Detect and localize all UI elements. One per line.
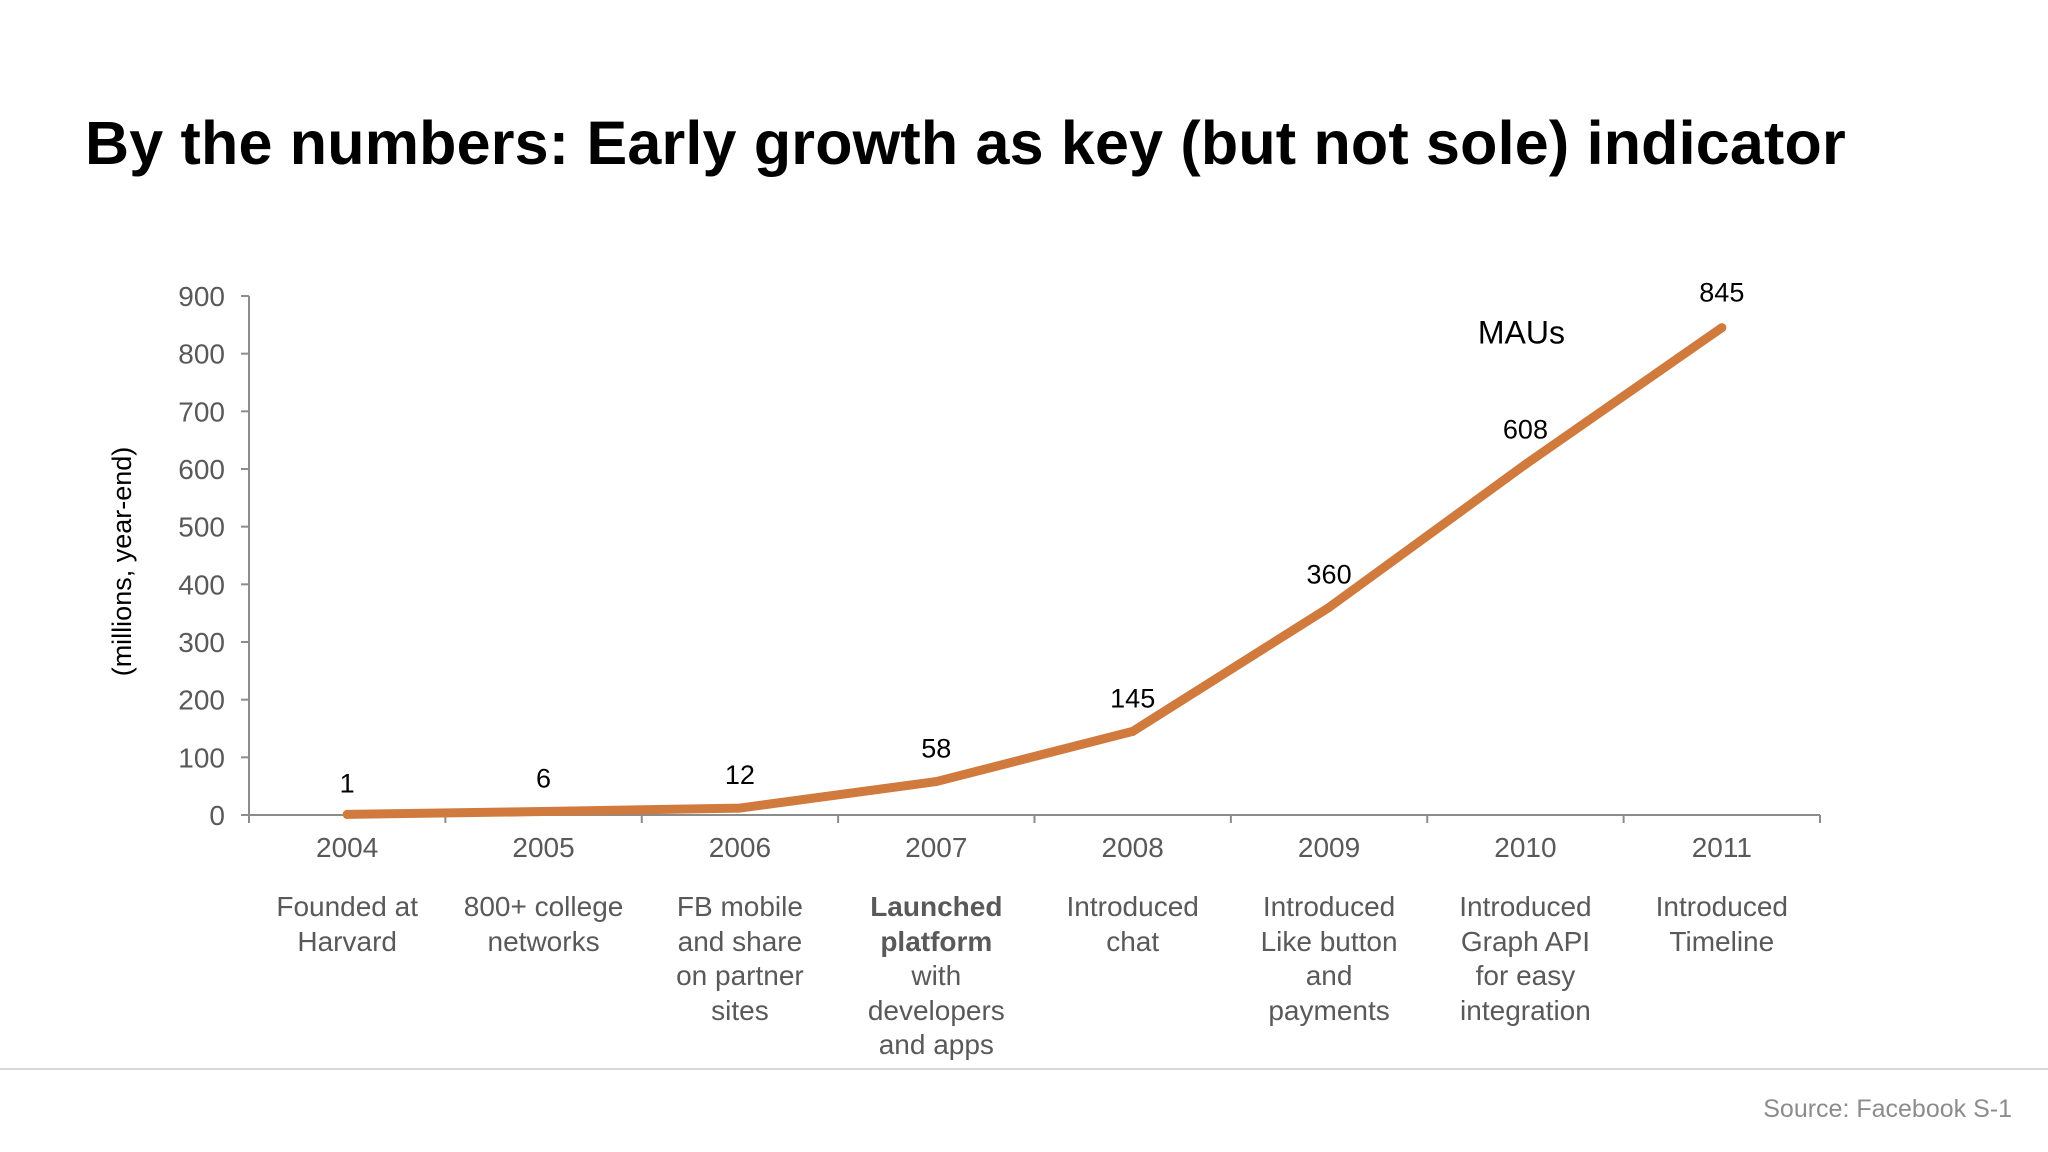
milestone-annotation: FB mobile and share on partner sites	[650, 890, 830, 1028]
data-point	[931, 777, 941, 787]
x-tick-label: 2007	[905, 832, 967, 863]
data-label: 6	[536, 764, 551, 794]
footer-divider	[0, 1068, 2048, 1070]
data-label: 12	[725, 760, 755, 790]
y-tick-label: 100	[178, 742, 225, 773]
y-axis-title: (millions, year-end)	[107, 447, 137, 677]
y-tick-label: 900	[178, 281, 225, 312]
milestone-line: Timeline	[1669, 925, 1775, 957]
milestone-line: developers	[867, 994, 1005, 1026]
milestone-annotation: Introduced chat	[1043, 890, 1223, 959]
x-tick-label: 2011	[1692, 832, 1752, 863]
milestone-line: with	[911, 960, 962, 991]
milestone-line: chat	[1106, 925, 1160, 957]
milestone-annotation: Introduced Graph API for easy integration	[1435, 890, 1615, 1028]
milestone-line: on partner	[676, 960, 804, 991]
milestone-line: and share	[677, 925, 803, 957]
milestone-line: for easy	[1475, 960, 1576, 991]
data-point	[735, 803, 745, 813]
milestone-line: Introduced	[1655, 891, 1788, 922]
series-line-maus	[342, 323, 1727, 819]
milestone-line: Introduced	[1459, 891, 1592, 922]
milestone-line: Harvard	[297, 925, 397, 957]
series-label: MAUs	[1478, 315, 1565, 351]
milestone-annotation: Introduced Timeline	[1632, 890, 1812, 959]
data-label: 58	[921, 734, 951, 764]
y-tick-label: 400	[178, 569, 225, 600]
milestone-line: Launched	[870, 891, 1003, 922]
y-tick-label: 700	[178, 396, 225, 427]
milestone-line: payments	[1268, 994, 1390, 1026]
milestone-line: networks	[487, 925, 600, 957]
data-point	[539, 807, 549, 817]
milestone-line: Introduced	[1066, 891, 1199, 922]
x-tick-label: 2009	[1298, 832, 1360, 863]
y-tick-label: 200	[178, 685, 225, 716]
y-tick-label: 800	[178, 339, 225, 370]
chart-labels: 1 6 12 58 145 360 608 845 MAUs	[340, 278, 1745, 799]
chart-axes: 0 100 200 300 400 500 600 700 800 900 (millions, y…	[107, 281, 1821, 863]
data-label: 145	[1110, 683, 1155, 713]
data-point	[1520, 459, 1530, 469]
data-point	[1717, 323, 1727, 333]
y-tick-label: 600	[178, 454, 225, 485]
y-tick-label: 500	[178, 512, 225, 543]
milestone-line: sites	[711, 994, 769, 1026]
data-label: 608	[1503, 414, 1548, 444]
milestone-line: 800+ college	[463, 891, 624, 922]
milestone-annotation: Launched platform with developers and apps	[846, 890, 1026, 1063]
milestone-line: Introduced	[1262, 891, 1396, 922]
data-label: 845	[1699, 278, 1744, 308]
slide-title: By the numbers: Early growth as key (but…	[85, 109, 1846, 177]
y-tick-label: 300	[178, 627, 225, 658]
data-point	[1324, 602, 1334, 612]
milestone-line: and apps	[878, 1029, 994, 1060]
data-label: 360	[1307, 559, 1352, 589]
data-point	[1128, 726, 1138, 736]
x-tick-label: 2006	[709, 832, 771, 863]
x-tick-label: 2005	[512, 832, 574, 863]
milestone-line: FB mobile	[676, 891, 803, 922]
chart-series	[342, 323, 1727, 819]
data-label: 1	[340, 768, 355, 798]
data-point	[342, 809, 352, 819]
milestone-annotation: Founded at Harvard	[257, 890, 437, 959]
y-tick-label: 0	[209, 800, 225, 831]
x-tick-label: 2008	[1102, 832, 1164, 863]
x-tick-label: 2010	[1494, 832, 1556, 863]
x-tick-label: 2004	[316, 832, 378, 863]
milestone-line: Founded at	[276, 891, 419, 922]
milestone-annotation: Introduced Like button and payments	[1239, 890, 1419, 1028]
milestone-line: and	[1305, 960, 1353, 991]
milestone-line: Like button	[1260, 925, 1398, 957]
milestone-line: platform	[880, 925, 993, 957]
milestone-line: Graph API	[1460, 925, 1591, 957]
source-note: Source: Facebook S-1	[1763, 1095, 2012, 1123]
milestone-line: integration	[1460, 994, 1591, 1026]
milestone-annotation: 800+ college networks	[454, 890, 634, 959]
